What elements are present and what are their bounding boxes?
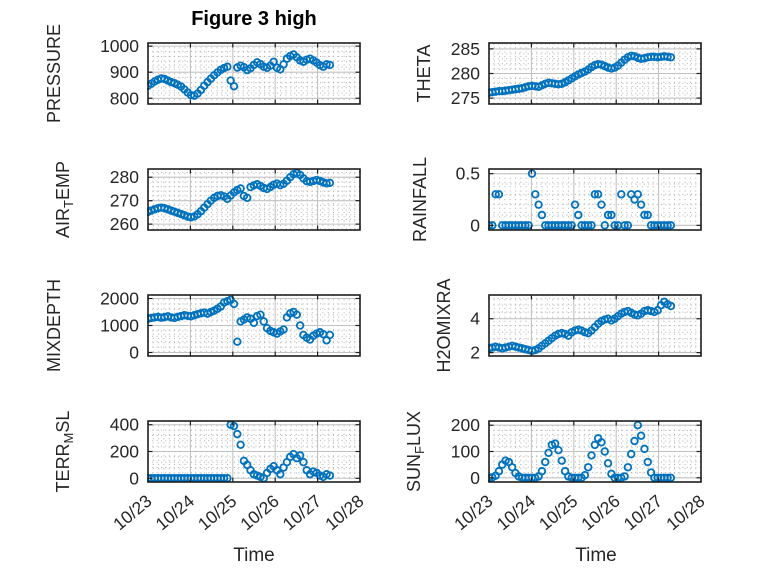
y-axis-label: TERRMSL (53, 411, 76, 493)
y-tick-label: 285 (451, 39, 480, 59)
y-tick-label: 1000 (100, 316, 139, 336)
y-axis-label: THETA (414, 45, 434, 103)
subplot-mixdepth: 0 1000 2000 MIXDEPTH (44, 279, 361, 372)
y-tick-label: 275 (451, 88, 480, 108)
x-tick-label: 10/28 (662, 491, 708, 534)
axes-box (147, 42, 361, 105)
x-axis-label-left: Time (233, 545, 275, 566)
subplot-rainfall: 0 0.5 RAINFALL (410, 157, 702, 242)
major-grid (489, 43, 701, 104)
y-tick-label: 2 (470, 343, 480, 363)
x-tick-label: 10/27 (620, 491, 666, 534)
y-tick-label: 280 (451, 64, 480, 84)
x-axis-label-right: Time (575, 545, 617, 566)
y-tick-label: 0.5 (456, 164, 480, 184)
scatter-series-sun-flux (488, 421, 676, 482)
axes-box (488, 168, 702, 231)
scatter-series-air-temp (147, 168, 335, 222)
y-tick-label: 0 (129, 468, 139, 488)
y-tick-label: 2000 (100, 289, 139, 309)
tick-marks (488, 169, 702, 230)
subplot-h2omixra: 2 4 H2OMIXRA (434, 278, 702, 373)
x-tick-label: 10/28 (321, 491, 367, 534)
scatter-series-h2omixra (488, 297, 676, 356)
subplot-air-temp: 260 270 280 AIRTEMP (53, 161, 361, 238)
x-tick-label: 10/24 (493, 491, 540, 535)
x-tick-label: 10/23 (450, 491, 496, 534)
y-tick-label: 270 (110, 191, 139, 211)
y-axis-label: PRESSURE (44, 24, 64, 123)
y-tick-label: 4 (470, 309, 480, 329)
y-tick-label: 400 (110, 415, 139, 435)
y-tick-label: 0 (470, 468, 480, 488)
scatter-series-mixdepth (147, 295, 335, 346)
y-tick-label: 260 (110, 214, 139, 234)
y-axis-label: H2OMIXRA (434, 278, 454, 372)
minor-grid (148, 169, 360, 230)
major-grid (148, 43, 360, 104)
major-grid (148, 169, 360, 230)
tick-marks (488, 43, 702, 104)
figure-title: Figure 3 high (191, 8, 317, 30)
major-grid (148, 421, 360, 482)
y-tick-label: 0 (129, 342, 139, 362)
x-tick-label: 10/26 (577, 491, 623, 534)
x-tick-label: 10/24 (152, 491, 199, 535)
y-axis-label: MIXDEPTH (44, 279, 64, 372)
scatter-series-rainfall (488, 169, 676, 230)
x-tick-label: 10/23 (109, 491, 155, 534)
subplot-sun-flux: 0 100 200 SUNFLUX 10/2310/2410/2510/2610/271… (404, 411, 709, 535)
scatter-series-pressure (147, 50, 335, 100)
y-tick-label: 200 (110, 442, 139, 462)
y-tick-label: 800 (110, 88, 139, 108)
tick-marks (488, 295, 702, 356)
y-tick-label: 1000 (100, 36, 139, 56)
major-grid (489, 421, 701, 482)
tick-marks (147, 295, 361, 356)
y-axis-label: AIRTEMP (53, 161, 76, 238)
y-tick-label: 900 (110, 62, 139, 82)
y-tick-label: 100 (451, 442, 480, 462)
major-grid (148, 295, 360, 356)
y-tick-label: 200 (451, 415, 480, 435)
subplot-theta: 275 280 285 THETA (414, 39, 702, 108)
x-tick-label: 10/25 (535, 491, 581, 534)
tick-marks (147, 43, 361, 104)
y-tick-label: 0 (470, 215, 480, 235)
subplot-terr-msl: 0 200 400 TERRMSL 10/2310/2410/2510/2610/271… (53, 411, 368, 535)
axes-box (488, 294, 702, 357)
major-grid (489, 169, 701, 230)
x-tick-label: 10/26 (236, 491, 282, 534)
y-axis-label: SUNFLUX (404, 411, 427, 492)
scatter-series-theta (488, 51, 676, 97)
subplot-pressure: 800 900 1000 PRESSURE (44, 24, 361, 123)
tick-marks (488, 421, 702, 482)
minor-grid (148, 43, 360, 104)
x-tick-label: 10/25 (194, 491, 240, 534)
x-tick-label: 10/27 (279, 491, 325, 534)
tick-marks (147, 169, 361, 230)
minor-grid (489, 169, 701, 230)
y-axis-label: RAINFALL (410, 157, 430, 242)
y-tick-label: 280 (110, 167, 139, 187)
axes-box (147, 168, 361, 231)
tick-marks (147, 421, 361, 482)
